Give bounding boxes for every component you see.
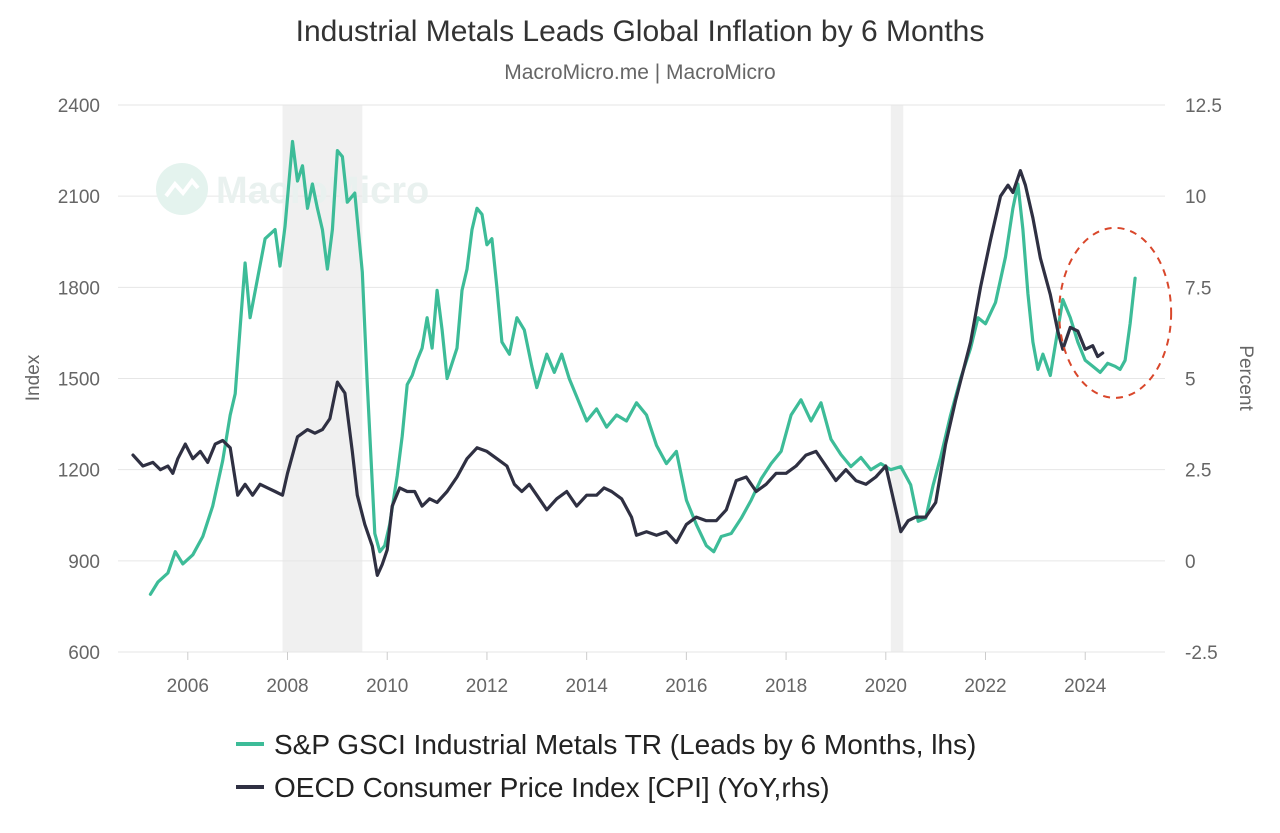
legend-label-metals: S&P GSCI Industrial Metals TR (Leads by … xyxy=(274,729,976,760)
legend-item-metals[interactable]: S&P GSCI Industrial Metals TR (Leads by … xyxy=(236,729,976,760)
x-tick-label: 2012 xyxy=(466,676,508,697)
x-tick-label: 2006 xyxy=(167,676,209,697)
x-tick-label: 2022 xyxy=(964,676,1006,697)
left-tick-label: 2100 xyxy=(58,187,100,208)
left-axis-ticks: 600 900 1200 1500 1800 2100 2400 xyxy=(58,96,100,664)
left-tick-label: 1800 xyxy=(58,278,100,299)
right-tick-label: 12.5 xyxy=(1185,96,1222,117)
highlight-circle xyxy=(1058,226,1173,399)
chart-title: Industrial Metals Leads Global Inflation… xyxy=(296,15,985,48)
right-tick-label: 10 xyxy=(1185,187,1206,208)
watermark-logo-mark xyxy=(164,177,200,198)
right-tick-label: 2.5 xyxy=(1185,461,1211,482)
right-axis-title: Percent xyxy=(1235,345,1256,411)
series-layer xyxy=(131,139,1137,596)
legend: S&P GSCI Industrial Metals TR (Leads by … xyxy=(236,729,976,803)
x-tick-label: 2016 xyxy=(665,676,707,697)
left-tick-label: 1500 xyxy=(58,370,100,391)
gridlines xyxy=(118,104,1165,653)
series-line-metals xyxy=(148,139,1137,596)
left-tick-label: 1200 xyxy=(58,461,100,482)
left-tick-label: 2400 xyxy=(58,96,100,117)
right-tick-label: 7.5 xyxy=(1185,278,1211,299)
x-tick-label: 2020 xyxy=(865,676,907,697)
x-tick-label: 2024 xyxy=(1064,676,1107,697)
legend-label-cpi: OECD Consumer Price Index [CPI] (YoY,rhs… xyxy=(274,772,830,803)
x-axis-ticks: 2006 2008 2010 2012 2014 2016 2018 2020 2022 2024 xyxy=(167,652,1107,697)
legend-item-cpi[interactable]: OECD Consumer Price Index [CPI] (YoY,rhs… xyxy=(236,772,830,803)
series-line-cpi xyxy=(131,169,1105,578)
watermark: MacroMicro xyxy=(156,163,429,215)
right-axis-ticks: -2.5 0 2.5 5 7.5 10 12.5 xyxy=(1185,96,1222,664)
right-tick-label: 0 xyxy=(1185,552,1196,573)
chart-subtitle: MacroMicro.me | MacroMicro xyxy=(504,61,775,84)
left-tick-label: 900 xyxy=(68,552,100,573)
x-tick-label: 2014 xyxy=(566,676,609,697)
x-tick-label: 2008 xyxy=(266,676,308,697)
left-tick-label: 600 xyxy=(68,643,100,664)
right-tick-label: 5 xyxy=(1185,370,1196,391)
left-axis-title: Index xyxy=(23,354,44,401)
x-tick-label: 2010 xyxy=(366,676,408,697)
x-tick-label: 2018 xyxy=(765,676,807,697)
right-tick-label: -2.5 xyxy=(1185,643,1218,664)
watermark-text: MacroMicro xyxy=(216,170,429,212)
